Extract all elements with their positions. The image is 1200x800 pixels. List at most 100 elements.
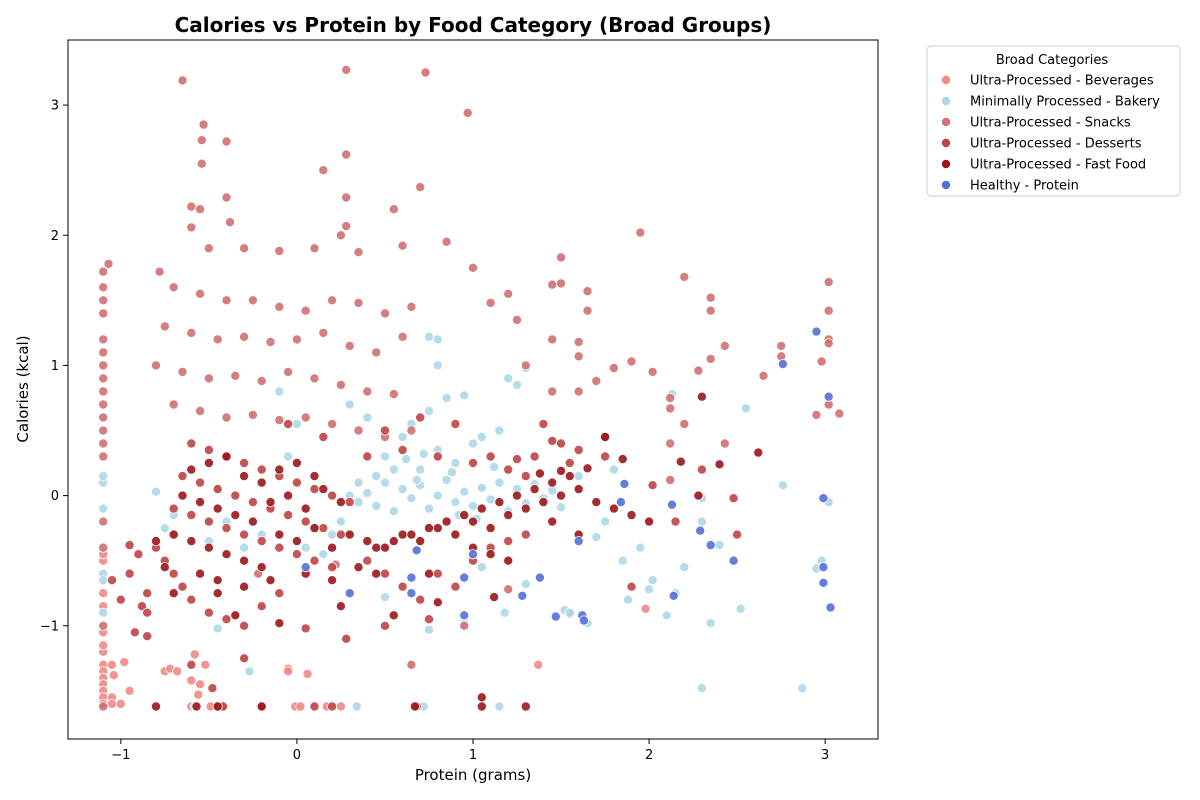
data-point [679,418,690,429]
data-point [816,356,827,367]
legend: Broad Categories Ultra-Processed - Bever… [926,45,1181,197]
data-point [98,295,109,306]
data-point [309,243,320,254]
data-point [512,490,523,501]
data-point [696,391,707,402]
data-point [423,331,434,342]
data-point [617,555,628,566]
data-point [635,542,646,553]
data-point [459,620,470,631]
data-point [494,425,505,436]
data-point [108,670,119,681]
data-point [186,675,197,686]
data-point [423,503,434,514]
data-point [647,480,658,491]
data-point [274,542,285,553]
data-point [107,698,118,709]
data-point [777,359,788,370]
data-point [98,607,109,618]
data-point [529,484,540,495]
data-point [133,549,144,560]
legend-label: Minimally Processed - Bakery [970,95,1160,110]
data-point [675,456,686,467]
data-point [371,568,382,579]
data-point [239,620,250,631]
data-point [401,454,412,465]
data-point [547,279,558,290]
data-point [335,230,346,241]
data-point [295,701,306,712]
data-point [626,356,637,367]
y-tick-label: 0 [51,489,59,504]
data-point [499,607,510,618]
data-point [353,247,364,258]
data-point [556,252,567,263]
data-point [573,484,584,495]
data-point [318,549,329,560]
legend-box [926,45,1181,197]
data-point [341,149,352,160]
data-point [98,334,109,345]
data-point [485,297,496,308]
data-point [207,683,218,694]
data-point [186,594,197,605]
data-point [582,305,593,316]
data-point [300,305,311,316]
data-point [283,666,294,677]
data-point [547,386,558,397]
data-point [221,523,232,534]
data-point [406,301,417,312]
data-point [351,701,362,712]
data-point [503,464,514,475]
data-point [247,409,258,420]
data-point [547,516,558,527]
data-point [335,529,346,540]
data-point [467,262,478,273]
data-point [191,701,202,712]
data-point [119,657,130,668]
data-point [274,618,285,629]
data-point [172,666,183,677]
data-point [309,523,320,534]
data-point [341,633,352,644]
data-point [177,490,188,501]
data-point [573,444,584,455]
data-point [98,373,109,384]
data-point [327,490,338,501]
data-point [344,588,355,599]
legend-label: Ultra-Processed - Beverages [970,74,1154,89]
data-point [98,701,109,712]
data-point [406,588,417,599]
data-point [811,326,822,337]
data-point [221,136,232,147]
data-point [512,379,523,390]
data-point [705,353,716,364]
data-point [758,370,769,381]
data-point [728,493,739,504]
data-point [239,581,250,592]
data-point [136,601,147,612]
data-point [203,516,214,527]
data-point [212,701,223,712]
data-point [274,588,285,599]
data-point [371,471,382,482]
data-point [98,266,109,277]
data-point [693,365,704,376]
data-point [644,584,655,595]
data-point [777,480,788,491]
data-point [189,649,200,660]
data-point [714,459,725,470]
data-point [341,221,352,232]
legend-marker [941,137,952,148]
data-point [186,201,197,212]
data-point [244,666,255,677]
legend-item: Ultra-Processed - Fast Food [941,158,1146,173]
data-point [397,581,408,592]
data-point [142,607,153,618]
x-tick-label: 3 [821,748,829,763]
data-point [195,405,206,416]
data-point [212,588,223,599]
data-point [230,490,241,501]
data-point [600,516,611,527]
data-point [494,477,505,488]
